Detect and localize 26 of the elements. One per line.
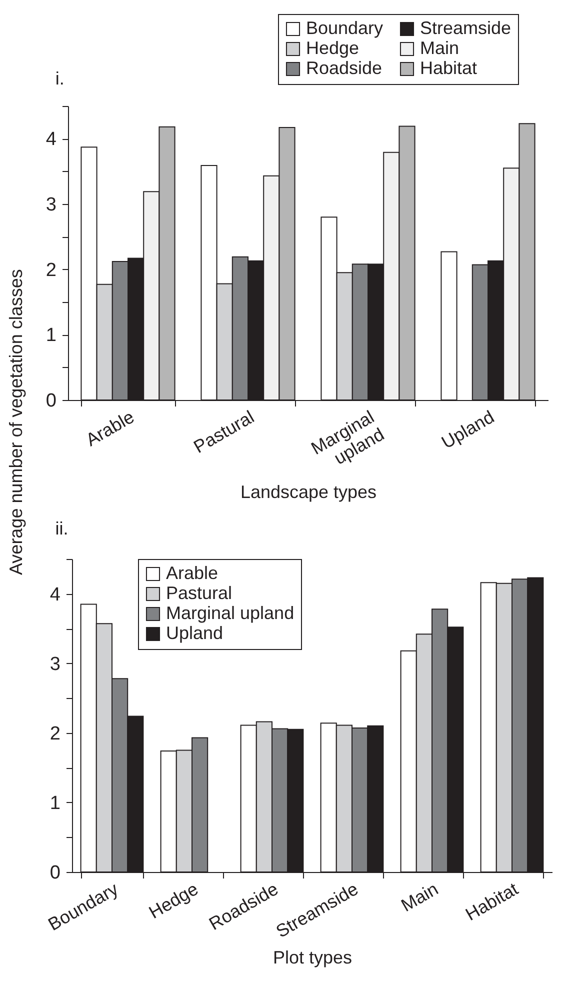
y-axis-title: Average number of vegetation classes xyxy=(6,269,27,575)
y-tick-label: 2 xyxy=(46,260,56,281)
y-tick-label: 0 xyxy=(46,390,56,412)
legend-label: Pastural xyxy=(166,583,232,603)
legend-label: Hedge xyxy=(306,38,360,58)
legend-label: Upland xyxy=(166,623,224,643)
legend-label: Habitat xyxy=(420,58,478,78)
y-tick-label: 4 xyxy=(46,129,57,150)
x-axis-title: Landscape types xyxy=(240,482,377,502)
y-tick-label: 3 xyxy=(46,194,56,216)
legend-label: Marginal upland xyxy=(166,603,294,623)
y-tick-label: 1 xyxy=(46,325,56,346)
legend-label: Main xyxy=(420,38,460,58)
y-tick-label: 4 xyxy=(50,584,61,606)
x-axis-title: Plot types xyxy=(272,948,352,968)
x-tick-label: Main xyxy=(398,878,442,916)
y-tick-label: 0 xyxy=(50,862,60,884)
legend-label: Streamside xyxy=(420,18,512,38)
y-tick-label: 1 xyxy=(50,792,60,814)
y-tick-label: 2 xyxy=(50,723,60,744)
chart-title: ii. xyxy=(55,518,68,538)
legend-label: Arable xyxy=(166,563,218,583)
chart-title: i. xyxy=(55,68,64,88)
legend-label: Boundary xyxy=(306,18,384,38)
legend-label: Roadside xyxy=(306,58,382,78)
y-tick-label: 3 xyxy=(50,654,60,675)
